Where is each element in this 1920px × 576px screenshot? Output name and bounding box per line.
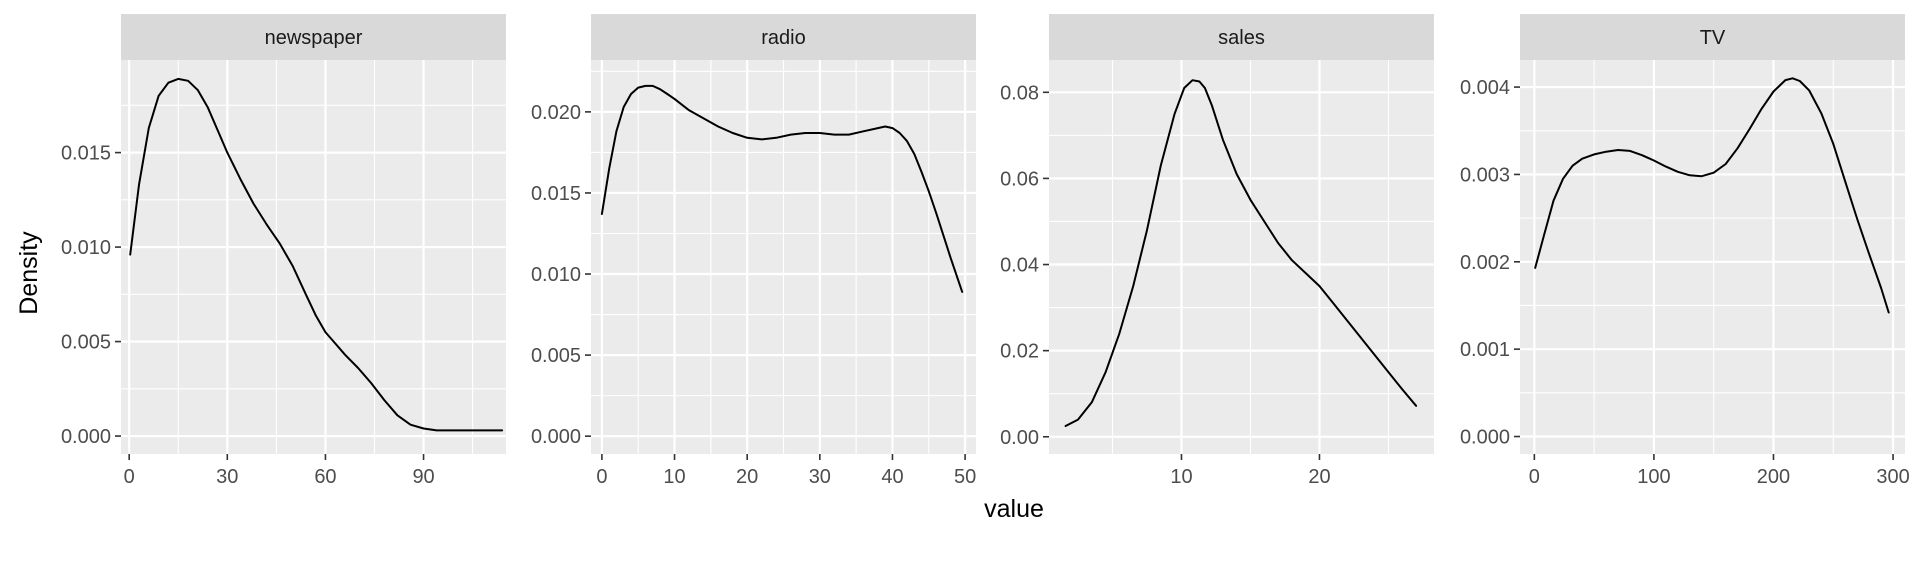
facet-strip	[591, 14, 976, 60]
panel-radio: radio 0.000 0.005 0.010 0.015 0.020 0 10 20 30 40 5…	[531, 14, 976, 488]
facet-strip-label: sales	[1218, 27, 1265, 49]
x-tick-label: 10	[1170, 466, 1192, 488]
y-tick-label: 0.003	[1460, 164, 1510, 186]
panel-background	[1049, 60, 1434, 454]
facet-strip	[1049, 14, 1434, 60]
x-tick-label: 90	[412, 466, 434, 488]
y-tick-label: 0.004	[1460, 77, 1510, 99]
x-tick-label: 200	[1757, 466, 1790, 488]
panel-sales: sales 0.00 0.02 0.04 0.06 0.08 10 20	[1000, 14, 1434, 488]
y-tick-label: 0.000	[531, 426, 581, 448]
x-tick-label: 50	[954, 466, 976, 488]
y-tick-label: 0.015	[531, 183, 581, 205]
x-tick-label: 0	[1529, 466, 1540, 488]
x-tick-label: 60	[314, 466, 336, 488]
x-tick-label: 300	[1876, 466, 1909, 488]
density-line-radio	[600, 84, 964, 293]
panel-newspaper: newspaper 0.000 0.005 0.010 0.015 0 30 60 90	[61, 14, 506, 488]
panel-background	[1520, 60, 1905, 454]
y-tick-label: 0.08	[1000, 82, 1039, 104]
y-tick-label: 0.02	[1000, 341, 1039, 363]
y-tick-label: 0.005	[531, 345, 581, 367]
y-tick-label: 0.010	[61, 237, 111, 259]
y-axis-title: Density	[15, 231, 43, 315]
y-tick-label: 0.005	[61, 332, 111, 354]
x-tick-label: 20	[736, 466, 758, 488]
y-tick-label: 0.000	[61, 426, 111, 448]
x-tick-label: 30	[809, 466, 831, 488]
y-tick-label: 0.06	[1000, 168, 1039, 190]
x-axis-title: value	[984, 495, 1044, 523]
y-tick-label: 0.001	[1460, 339, 1510, 361]
x-tick-label: 0	[124, 466, 135, 488]
y-tick-label: 0.002	[1460, 252, 1510, 274]
x-tick-label: 10	[663, 466, 685, 488]
facet-strip	[1520, 14, 1905, 60]
facet-strip	[121, 14, 506, 60]
y-tick-label: 0.00	[1000, 427, 1039, 449]
density-line-newspaper	[129, 77, 504, 432]
facet-strip-label: TV	[1700, 27, 1726, 49]
x-tick-label: 0	[596, 466, 607, 488]
density-line-sales	[1064, 79, 1418, 427]
facet-strip-label: radio	[761, 27, 805, 49]
y-tick-label: 0.010	[531, 264, 581, 286]
x-tick-label: 100	[1637, 466, 1670, 488]
y-tick-label: 0.020	[531, 102, 581, 124]
x-tick-label: 20	[1308, 466, 1330, 488]
y-tick-label: 0.04	[1000, 255, 1039, 277]
y-tick-label: 0.000	[1460, 427, 1510, 449]
y-tick-label: 0.015	[61, 143, 111, 165]
facet-strip-label: newspaper	[265, 27, 363, 49]
x-tick-label: 30	[216, 466, 238, 488]
density-line-tv	[1534, 77, 1890, 314]
x-tick-label: 40	[881, 466, 903, 488]
panel-tv: TV 0.000 0.001 0.002 0.003 0.004 0 100 200 300	[1460, 14, 1910, 488]
